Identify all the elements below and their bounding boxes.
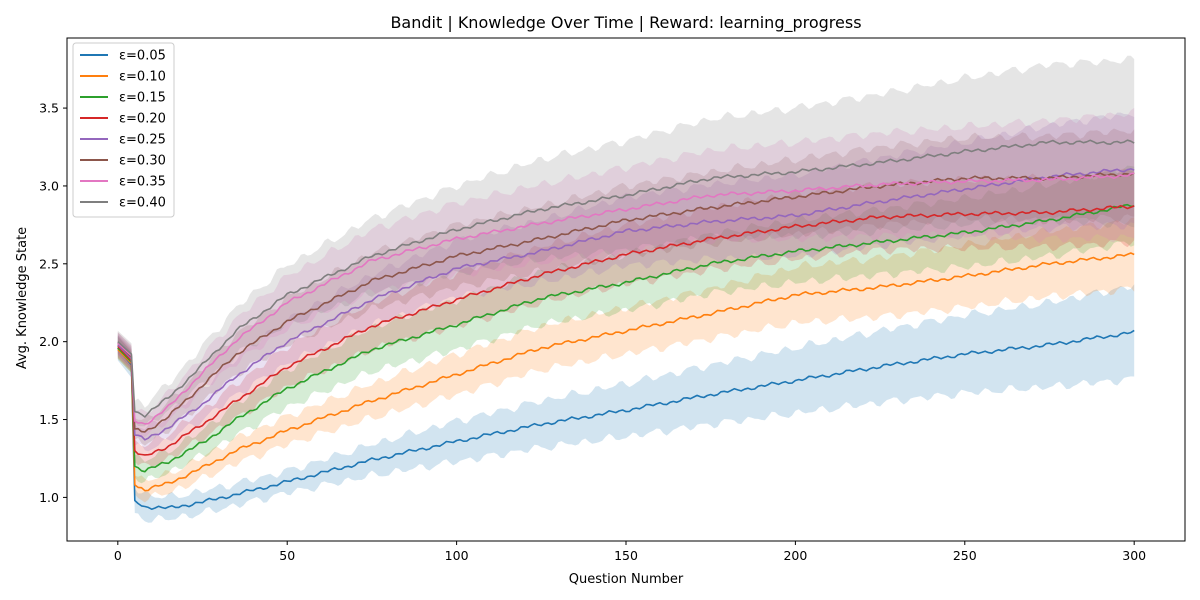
band-series-3: [117, 165, 1135, 484]
x-tick-label: 300: [1122, 548, 1146, 563]
y-axis-ticks: 1.0 1.5 2.0 2.5 3.0 3.5: [39, 101, 67, 505]
line-series-7: [117, 172, 1135, 425]
x-tick-label: 0: [114, 548, 122, 563]
y-tick-label: 1.0: [39, 490, 59, 505]
legend-label-5: ε=0.25: [119, 133, 166, 148]
legend-label-3: ε=0.15: [119, 91, 166, 106]
legend-label-2: ε=0.10: [119, 70, 166, 85]
y-axis-label: Avg. Knowledge State: [15, 227, 30, 369]
band-series-8: [117, 55, 1135, 427]
y-tick-label: 3.5: [39, 101, 59, 116]
band-series-2: [117, 217, 1135, 503]
legend-label-8: ε=0.40: [119, 196, 166, 211]
x-axis-label: Question Number: [569, 572, 684, 587]
y-tick-label: 2.5: [39, 256, 59, 271]
x-tick-label: 50: [279, 548, 295, 563]
band-series-6: [117, 128, 1135, 446]
legend: ε=0.05 ε=0.10 ε=0.15 ε=0.20 ε=0.25 ε=0.30 ε=0.…: [72, 42, 175, 218]
x-axis-ticks: 0 50 100 150 200 250 300: [114, 541, 1146, 563]
confidence-bands: [117, 55, 1135, 523]
band-series-1: [117, 284, 1135, 523]
line-series-3: [117, 203, 1135, 473]
band-series-4: [117, 168, 1135, 467]
x-tick-label: 200: [783, 548, 807, 563]
line-series-8: [117, 139, 1135, 418]
line-series-5: [117, 168, 1135, 441]
legend-box: [72, 42, 175, 218]
band-series-5: [117, 112, 1135, 452]
y-tick-label: 3.0: [39, 178, 59, 193]
line-series-4: [117, 204, 1135, 456]
legend-label-6: ε=0.30: [119, 154, 166, 169]
line-series-6: [117, 172, 1135, 433]
legend-label-1: ε=0.05: [119, 49, 166, 64]
x-tick-label: 150: [614, 548, 638, 563]
x-tick-label: 250: [953, 548, 977, 563]
line-series-2: [117, 252, 1135, 492]
y-tick-label: 1.5: [39, 412, 59, 427]
series-lines: [117, 139, 1135, 511]
y-tick-label: 2.0: [39, 334, 59, 349]
x-tick-label: 100: [445, 548, 469, 563]
chart-title: Bandit | Knowledge Over Time | Reward: l…: [390, 13, 861, 33]
legend-label-7: ε=0.35: [119, 175, 166, 190]
line-series-1: [117, 329, 1135, 511]
band-series-7: [117, 107, 1135, 437]
legend-label-4: ε=0.20: [119, 112, 166, 127]
